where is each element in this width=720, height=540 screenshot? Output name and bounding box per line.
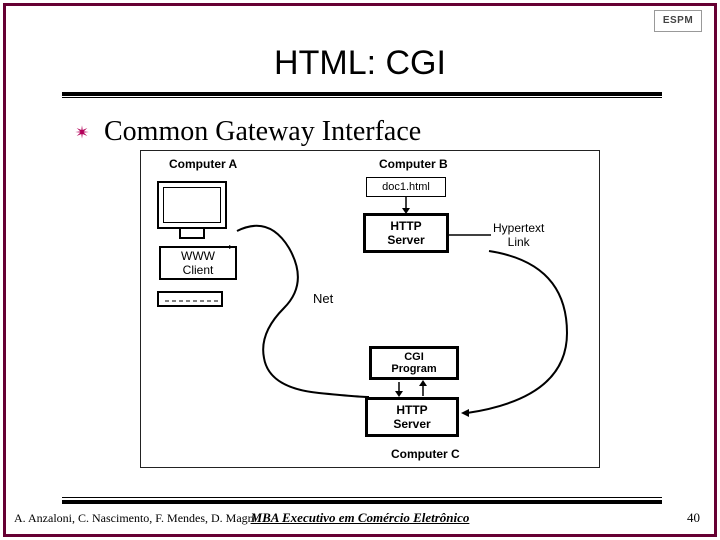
cgi-line1: CGI <box>404 351 424 363</box>
bullet-item: Common Gateway Interface <box>74 116 421 148</box>
monitor-screen-inner <box>163 187 221 223</box>
footer-page-number: 40 <box>687 510 700 526</box>
bullet-text: Common Gateway Interface <box>104 116 421 148</box>
footer-line-thick <box>62 500 662 504</box>
label-computer-a: Computer A <box>169 157 237 171</box>
footer-line-thin <box>62 497 662 498</box>
www-client-line2: Client <box>183 263 214 277</box>
http-server-c-line1: HTTP <box>396 403 427 417</box>
cgi-diagram: Computer A Computer B Computer C WWW Cli… <box>140 150 600 468</box>
net-connector <box>229 223 379 413</box>
monitor-stand <box>179 229 205 239</box>
box-cgi-program: CGI Program <box>369 346 459 380</box>
title-underline-thick <box>62 92 662 96</box>
title-underline-thin <box>62 97 662 98</box>
www-client-line1: WWW <box>181 249 215 263</box>
label-computer-b: Computer B <box>379 157 448 171</box>
label-computer-c: Computer C <box>391 447 460 461</box>
footer-course: MBA Executivo em Comércio Eletrônico <box>0 510 720 526</box>
http-server-c-line2: Server <box>393 417 430 431</box>
brand-logo: ESPM <box>654 10 702 32</box>
box-doc1: doc1.html <box>366 177 446 197</box>
http-server-b-line1: HTTP <box>390 219 421 233</box>
cgi-line2: Program <box>391 363 436 375</box>
slide-title: HTML: CGI <box>0 44 720 83</box>
box-http-server-c: HTTP Server <box>365 397 459 437</box>
http-server-b-line2: Server <box>387 233 424 247</box>
star-icon <box>74 124 90 140</box>
box-www-client: WWW Client <box>159 246 237 280</box>
keyboard-outline <box>157 291 223 307</box>
hypertext-link-path <box>447 233 597 423</box>
arrows-cgi-http <box>389 380 439 398</box>
